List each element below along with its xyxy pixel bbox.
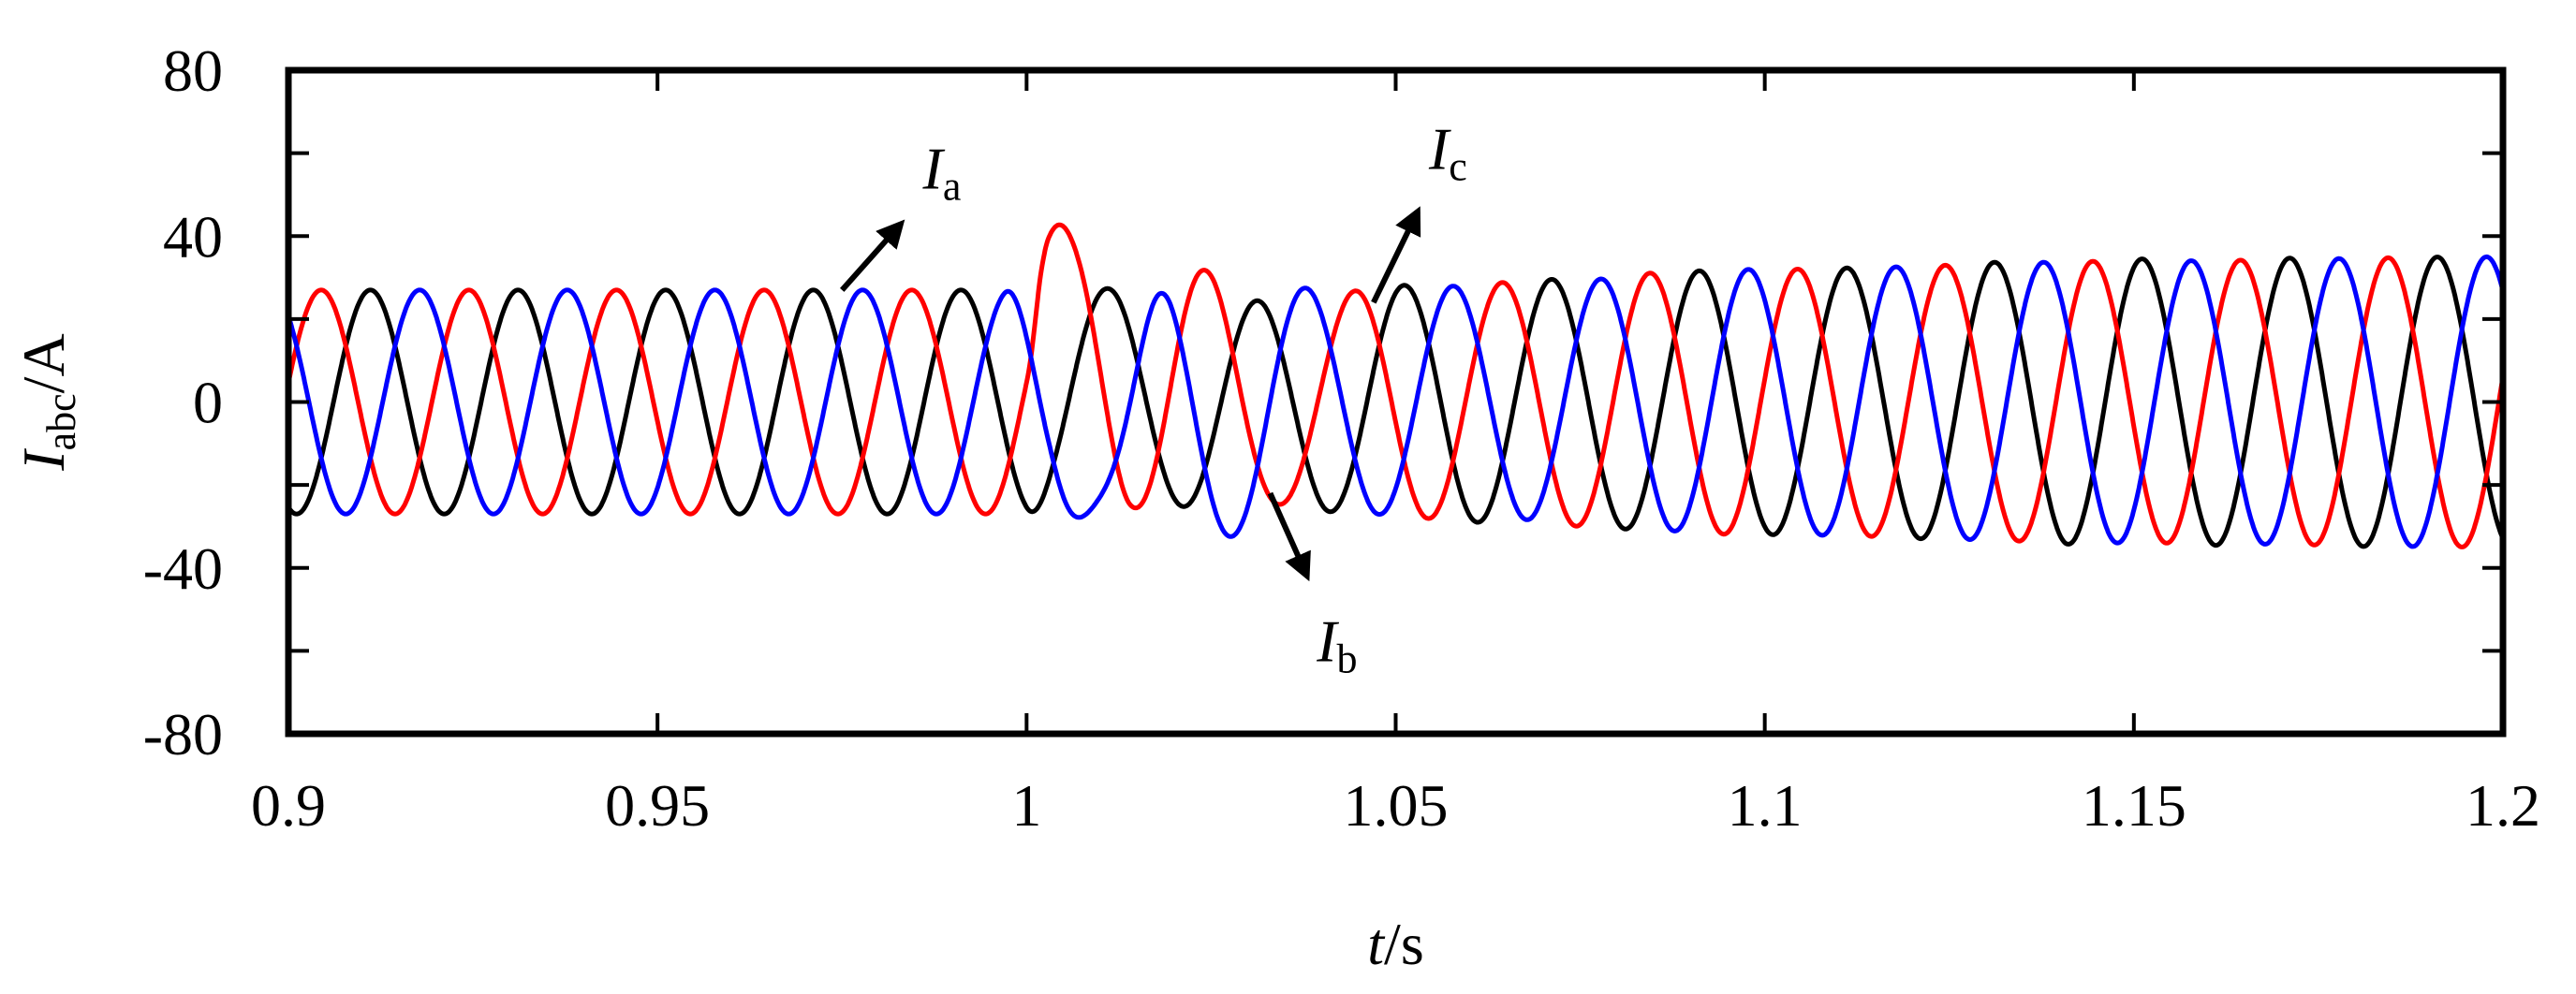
x-axis-title: t/s xyxy=(1367,911,1423,977)
y-tick-label: -40 xyxy=(143,535,223,602)
y-tick-label: -80 xyxy=(143,701,223,767)
x-tick-label: 1 xyxy=(1011,772,1041,839)
plot-frame xyxy=(285,66,2507,738)
y-tick-label: 80 xyxy=(163,37,223,104)
y-axis-title-main: I xyxy=(10,448,77,472)
x-axis-title-variable: t xyxy=(1367,911,1386,977)
series-layer xyxy=(286,222,2506,549)
annotation-label-a: Ia xyxy=(922,136,962,210)
x-tick-label: 1.05 xyxy=(1344,772,1449,839)
series-line-1 xyxy=(286,222,2506,549)
annotation-label-c: Ic xyxy=(1428,116,1467,190)
y-tick-label: 0 xyxy=(193,370,223,436)
annotation-arrow-a xyxy=(840,219,905,292)
x-tick-label: 1.2 xyxy=(2466,772,2540,839)
x-tick-label: 1.1 xyxy=(1728,772,1803,839)
annotation-layer: Ia Ib Ic xyxy=(840,116,1467,681)
series-line-0 xyxy=(286,255,2506,549)
annotation-label-b: Ib xyxy=(1316,607,1357,681)
y-tick-label: 40 xyxy=(163,203,223,270)
annotation-arrow-c xyxy=(1371,206,1421,304)
y-axis-title-unit: /A xyxy=(10,333,77,393)
x-axis-title-unit: /s xyxy=(1384,911,1424,977)
tick-layer: 0.9 0.95 1 1.05 1.1 1.15 1.2 80 40 0 -40 -80 xyxy=(143,37,2540,839)
x-tick-label: 0.9 xyxy=(251,772,326,839)
y-axis-title-sub: abc xyxy=(38,393,84,450)
series-line-2 xyxy=(286,254,2506,549)
annotation-arrow-b xyxy=(1267,491,1311,582)
x-tick-label: 1.15 xyxy=(2082,772,2186,839)
y-axis-title: Iabc/A xyxy=(10,333,84,471)
x-tick-label: 0.95 xyxy=(605,772,710,839)
